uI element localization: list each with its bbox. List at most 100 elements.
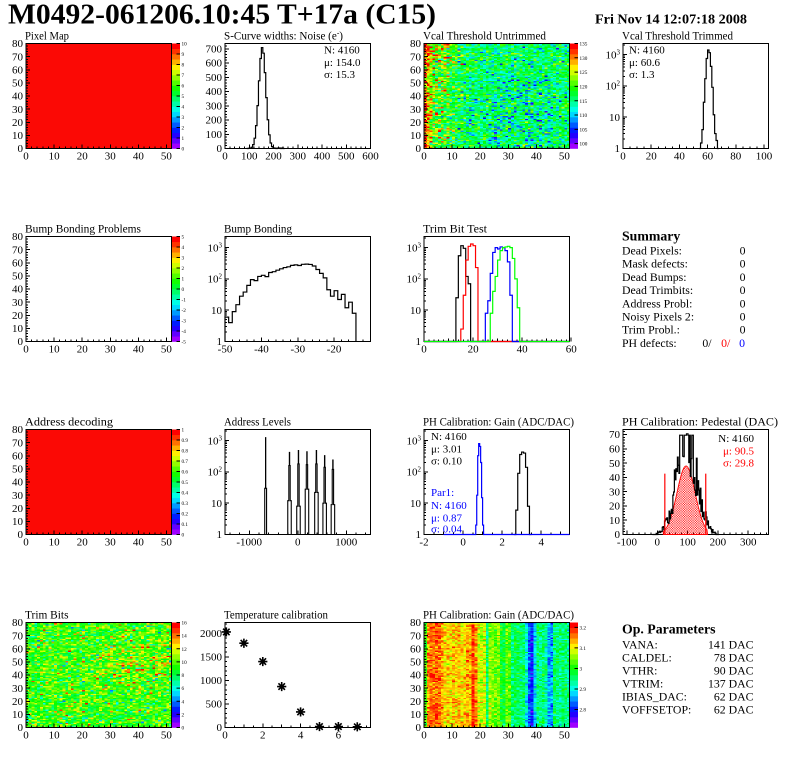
svg-text:-30: -30 (290, 343, 305, 355)
svg-text:Dead Pixels:: Dead Pixels: (622, 244, 682, 258)
svg-text:-2: -2 (419, 536, 428, 548)
svg-text:78 DAC: 78 DAC (714, 651, 754, 665)
svg-text:10: 10 (410, 709, 422, 721)
svg-text:60: 60 (410, 65, 422, 77)
svg-text:10: 10 (609, 112, 621, 124)
svg-text:Noisy Pixels 2:: Noisy Pixels 2: (622, 310, 694, 324)
svg-text:50: 50 (559, 729, 571, 741)
svg-text:20: 20 (77, 150, 89, 162)
svg-text:Temperature calibration: Temperature calibration (224, 608, 328, 622)
svg-text:N: 4160: N: 4160 (324, 45, 360, 57)
svg-text:Trim Bits: Trim Bits (25, 608, 69, 622)
svg-text:40: 40 (531, 150, 543, 162)
svg-text:PH Calibration: Gain (ADC/DAC): PH Calibration: Gain (ADC/DAC) (423, 415, 574, 429)
svg-text:1: 1 (182, 277, 185, 283)
svg-text:70: 70 (12, 244, 24, 256)
svg-text:10: 10 (211, 498, 223, 510)
svg-text:Vcal Threshold Untrimmed: Vcal Threshold Untrimmed (423, 29, 546, 43)
svg-text:4: 4 (182, 105, 185, 111)
svg-text:PH defects:: PH defects: (622, 336, 677, 350)
svg-text:137 DAC: 137 DAC (708, 677, 754, 691)
svg-text:0: 0 (620, 150, 626, 162)
svg-text:PH Calibration: Pedestal (DAC): PH Calibration: Pedestal (DAC) (622, 415, 778, 429)
svg-text:10: 10 (447, 729, 459, 741)
svg-text:0: 0 (23, 536, 29, 548)
svg-text:30: 30 (105, 729, 117, 741)
svg-text:6: 6 (336, 729, 342, 741)
svg-text:1000: 1000 (200, 675, 223, 687)
svg-text:0: 0 (295, 536, 301, 548)
svg-text:20: 20 (468, 343, 480, 355)
svg-text:10: 10 (12, 130, 24, 142)
svg-text:62 DAC: 62 DAC (714, 703, 754, 717)
svg-text:80: 80 (410, 617, 422, 629)
svg-text:2: 2 (182, 266, 185, 272)
svg-text:0.1: 0.1 (182, 522, 189, 528)
svg-text:10: 10 (49, 536, 61, 548)
svg-text:60: 60 (566, 343, 578, 355)
svg-text:500: 500 (206, 72, 223, 84)
svg-text:PH Calibration: Gain (ADC/DAC): PH Calibration: Gain (ADC/DAC) (423, 608, 574, 622)
svg-text:50: 50 (161, 150, 173, 162)
svg-text:30: 30 (12, 297, 24, 309)
svg-text:40: 40 (410, 670, 422, 682)
svg-text:2: 2 (260, 729, 266, 741)
svg-text:0: 0 (740, 310, 746, 324)
svg-text:0: 0 (222, 150, 228, 162)
svg-text:6: 6 (182, 686, 185, 692)
svg-text:80: 80 (410, 38, 422, 50)
svg-text:10: 10 (410, 305, 422, 317)
svg-text:400: 400 (314, 150, 331, 162)
svg-text:30: 30 (410, 683, 422, 695)
svg-text:2.9: 2.9 (580, 687, 587, 693)
svg-text:VOFFSETOP:: VOFFSETOP: (622, 703, 691, 717)
svg-text:80: 80 (12, 617, 24, 629)
svg-text:100: 100 (206, 129, 223, 141)
svg-text:μ: 90.5: μ: 90.5 (723, 445, 754, 457)
svg-text:VTHR:: VTHR: (622, 664, 657, 678)
svg-text:N: 4160: N: 4160 (431, 431, 467, 443)
svg-text:0: 0 (740, 323, 746, 337)
svg-text:20: 20 (12, 117, 24, 129)
svg-text:20: 20 (410, 117, 422, 129)
svg-text:105: 105 (580, 127, 588, 133)
svg-text:Op. Parameters: Op. Parameters (622, 622, 716, 637)
svg-text:-1: -1 (182, 298, 187, 304)
svg-text:0: 0 (416, 722, 422, 734)
svg-text:CALDEL:: CALDEL: (622, 651, 672, 665)
svg-text:130: 130 (580, 56, 588, 62)
svg-text:σ: 0.10: σ: 0.10 (431, 456, 462, 468)
svg-text:50: 50 (559, 150, 571, 162)
svg-text:20: 20 (12, 310, 24, 322)
svg-text:0.6: 0.6 (182, 470, 189, 476)
svg-text:103: 103 (407, 241, 422, 254)
svg-text:0: 0 (739, 336, 745, 350)
svg-text:200: 200 (710, 536, 727, 548)
svg-text:30: 30 (503, 729, 515, 741)
svg-text:20: 20 (12, 696, 24, 708)
svg-text:1: 1 (416, 336, 422, 348)
svg-text:0/: 0/ (702, 336, 712, 350)
svg-text:M0492-061206.10:45 T+17a (C15): M0492-061206.10:45 T+17a (C15) (8, 0, 436, 31)
svg-text:8: 8 (182, 673, 185, 679)
svg-text:14: 14 (182, 634, 188, 640)
svg-text:30: 30 (12, 683, 24, 695)
svg-text:10: 10 (410, 498, 422, 510)
svg-text:110: 110 (580, 113, 588, 119)
svg-text:Dead Trimbits:: Dead Trimbits: (622, 283, 693, 297)
svg-text:Bump Bonding Problems: Bump Bonding Problems (25, 222, 141, 236)
svg-text:102: 102 (407, 466, 422, 479)
svg-text:60: 60 (12, 65, 24, 77)
svg-text:9: 9 (182, 52, 185, 58)
svg-text:125: 125 (580, 70, 588, 76)
svg-text:0: 0 (421, 729, 427, 741)
svg-text:400: 400 (206, 86, 223, 98)
svg-text:80: 80 (12, 424, 24, 436)
svg-text:30: 30 (410, 104, 422, 116)
svg-text:1: 1 (615, 143, 621, 155)
svg-text:100: 100 (580, 142, 588, 148)
svg-text:0.4: 0.4 (182, 491, 189, 497)
svg-text:10: 10 (49, 729, 61, 741)
svg-text:30: 30 (12, 104, 24, 116)
svg-text:103: 103 (606, 48, 621, 61)
